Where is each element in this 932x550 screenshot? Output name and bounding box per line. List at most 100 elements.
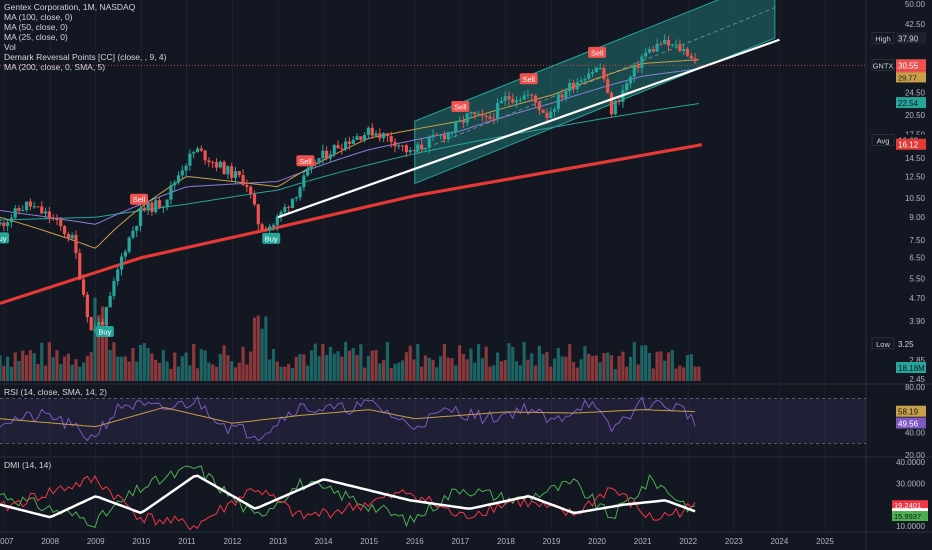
candle-body: [507, 96, 511, 100]
volume-bar: [28, 350, 32, 381]
candle-body: [552, 109, 557, 112]
volume-bar: [5, 356, 10, 381]
candle-body: [670, 44, 674, 46]
candle-body: [397, 145, 401, 147]
time-tick-label: 2024: [771, 537, 789, 546]
candle-body: [138, 207, 143, 227]
volume-bar: [104, 317, 108, 381]
candle-body: [632, 65, 636, 77]
volume-bar: [203, 350, 207, 381]
volume-bar: [13, 352, 17, 381]
volume-bar: [583, 346, 587, 381]
candle-body: [21, 210, 25, 212]
candle-body: [271, 225, 276, 227]
candle-body: [693, 58, 697, 62]
candle-body: [112, 281, 116, 296]
candle-body: [332, 145, 336, 155]
rsi-ma-box: [896, 405, 926, 417]
volume-bar: [404, 352, 409, 381]
candle-body: [222, 161, 226, 175]
volume-bar: [659, 351, 663, 381]
volume-bar: [397, 362, 401, 381]
candle-body: [514, 100, 519, 103]
candle-body: [518, 99, 522, 101]
volume-bar: [89, 352, 93, 381]
buy-marker: [95, 326, 114, 338]
price-tick-label: 6.50: [909, 254, 925, 263]
candle-body: [17, 208, 21, 211]
volume-bar: [290, 368, 295, 381]
candle-body: [74, 234, 78, 254]
candle-body: [492, 118, 496, 120]
candle-body: [457, 120, 462, 122]
adx-line: [0, 474, 696, 519]
candle-body: [306, 168, 310, 176]
candle-body: [131, 230, 135, 238]
candle-body: [161, 206, 165, 208]
candle-body: [116, 269, 120, 282]
volume-bar: [211, 364, 215, 381]
candle-body: [530, 94, 534, 96]
dmi-value-box: [892, 511, 928, 522]
candle-body: [495, 103, 500, 119]
time-tick-label: 2011: [178, 537, 196, 546]
sell-marker: [130, 193, 149, 205]
candle-body: [602, 67, 606, 80]
candle-body: [423, 148, 428, 150]
candle-body: [537, 102, 541, 110]
volume-bar: [135, 361, 139, 381]
volume-bar: [537, 345, 541, 381]
candle-body: [442, 134, 446, 140]
ma50-line: [0, 68, 699, 225]
candle-body: [598, 67, 602, 69]
candle-body: [427, 137, 431, 149]
volume-bar: [511, 346, 515, 381]
candle-body: [279, 212, 283, 217]
candle-body: [2, 222, 6, 227]
price-tick-label: 12.50: [905, 172, 926, 181]
candle-body: [264, 229, 268, 231]
candle-body: [40, 206, 44, 214]
volume-bar: [476, 344, 481, 381]
volume-bar: [245, 364, 249, 381]
volume-bar: [43, 365, 48, 381]
volume-bar: [575, 367, 579, 381]
volume-bar: [85, 355, 89, 381]
volume-bar: [74, 359, 78, 381]
time-tick-label: 2025: [816, 537, 834, 546]
candle-body: [682, 48, 686, 51]
sell-marker: [451, 100, 470, 112]
volume-bar: [100, 306, 105, 381]
candle-body: [674, 44, 678, 46]
price-tick-label: 42.50: [905, 20, 926, 29]
volume-bar: [416, 343, 420, 381]
candle-body: [628, 76, 633, 84]
candle-body: [480, 113, 484, 116]
candle-body: [526, 94, 530, 96]
candle-body: [465, 113, 469, 123]
candle-body: [678, 44, 682, 51]
candle-body: [401, 145, 405, 147]
price-tick-label: 24.50: [905, 89, 926, 98]
volume-bar: [655, 351, 659, 381]
candle-body: [123, 251, 127, 257]
trendline: [277, 38, 780, 219]
volume-bar: [480, 358, 484, 381]
volume-box: [896, 362, 926, 373]
volume-bar: [378, 363, 382, 381]
price-tick-label: 20.50: [905, 111, 926, 120]
legend-ma25: MA (25, close, 0): [4, 32, 68, 42]
volume-bar: [469, 348, 473, 381]
candle-body: [685, 48, 690, 56]
volume-bar: [552, 358, 557, 381]
volume-bar: [62, 356, 67, 381]
volume-bar: [602, 353, 606, 381]
sell-marker-label: Sell: [299, 157, 312, 166]
volume-bar: [180, 356, 184, 381]
volume-bar: [355, 354, 359, 381]
price-tick-label: 7.50: [909, 236, 925, 245]
volume-bar: [613, 368, 617, 381]
candle-body: [340, 148, 344, 150]
candle-body: [568, 82, 572, 92]
